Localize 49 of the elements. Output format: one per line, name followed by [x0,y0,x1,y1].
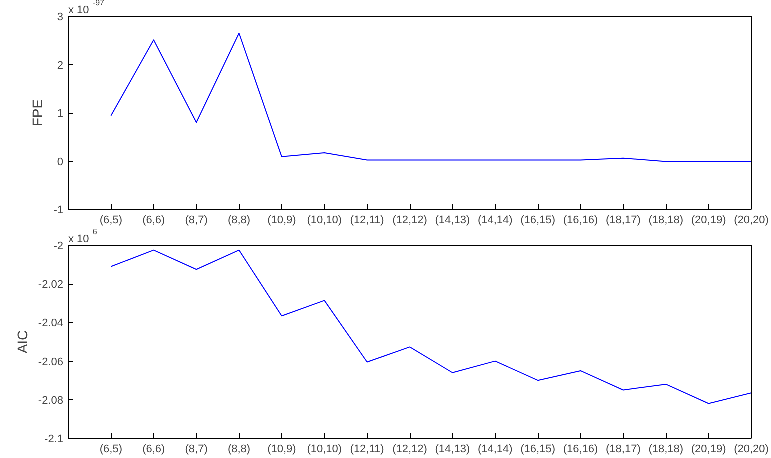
x-tick-label: (18,18) [648,444,684,456]
x-tick-label: (14,14) [478,444,513,456]
x-tick-label: (8,7) [185,214,208,226]
line-series [110,32,752,162]
x-tick-label: (16,15) [520,214,556,226]
y-tick-label: 1 [57,108,64,120]
x-tick-label: (14,13) [435,214,470,226]
x-tick-label: (8,7) [185,444,208,456]
x-tick-label: (8,8) [228,444,251,456]
x-tick-label: (10,9) [268,444,296,456]
y-tick-label: -2.06 [38,356,64,368]
x-tick-label: (12,12) [392,214,428,226]
x-tick-label: (12,12) [392,444,428,456]
y-tick-label: -2 [54,240,64,252]
x-tick-label: (16,15) [520,444,556,456]
x-tick-label: (18,17) [606,214,641,226]
x-tick-label: (16,16) [563,214,598,226]
text: x 106 [68,228,98,246]
x-tick-label: (12,11) [350,214,384,226]
y-axis-title: FPE [30,99,46,127]
x-tick-label: (18,17) [606,444,641,456]
x-tick-label: (20,20) [734,214,769,226]
annotation: x 10-97 [68,0,106,16]
x-tick-label: (10,10) [307,444,342,456]
x-tick-label: (10,9) [268,214,296,226]
x-tick-label: (14,13) [435,444,470,456]
x-tick-label: (16,16) [563,444,598,456]
y-tick-label: -1 [54,204,64,216]
x-tick-label: (18,18) [648,214,684,226]
y-tick-label: -2.02 [38,279,64,292]
y-tick-label: 3 [57,12,64,24]
x-tick-label: (6,5) [100,214,123,226]
y-tick-label: -2.04 [38,318,64,330]
y-axis-title: AIC [14,330,30,354]
line-series [110,250,752,404]
x-tick-label: (10,10) [307,214,342,226]
y-tick-label: 0 [57,156,64,168]
x-tick-label: (6,6) [142,214,166,226]
x-tick-label: (6,6) [142,444,166,456]
y-tick-label: -2.1 [44,434,64,446]
x-tick-label: (20,19) [691,444,726,456]
y-tick-label: -2.08 [38,394,64,407]
x-tick-label: (8,8) [228,214,251,226]
y-tick-label: 2 [57,60,64,72]
x-tick-label: (6,5) [100,444,123,456]
x-tick-label: (20,19) [691,214,726,226]
x-tick-label: (20,20) [734,444,769,456]
x-tick-label: (14,14) [478,214,513,226]
x-tick-label: (12,11) [350,444,384,456]
